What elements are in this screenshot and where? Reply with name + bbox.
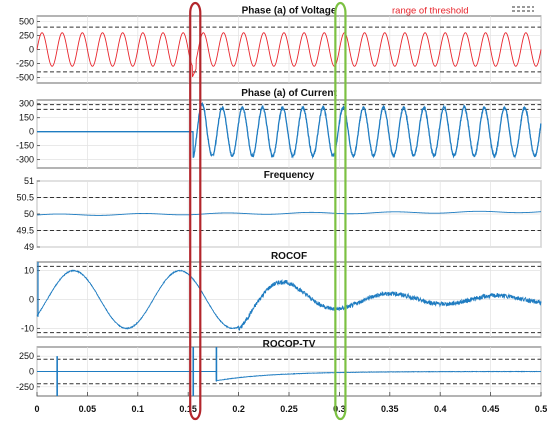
x-tick-label: 0.15	[179, 404, 197, 414]
highlight-markers	[189, 1, 347, 421]
panel-title: Frequency	[264, 170, 315, 181]
panel-title: ROCOF	[271, 251, 307, 262]
marker-red	[189, 1, 202, 421]
series-line	[37, 101, 542, 160]
y-tick-label: 0	[29, 45, 34, 55]
y-tick-label: 250	[19, 31, 34, 41]
series-line	[36, 32, 542, 78]
y-tick-label: -250	[16, 58, 34, 68]
x-tick-label: 0.4	[434, 404, 447, 414]
y-tick-label: -10	[21, 323, 34, 333]
series-line	[36, 210, 542, 216]
x-tick-label: 0.3	[333, 404, 346, 414]
legend: range of threshold	[392, 6, 534, 17]
y-tick-label: 51	[24, 176, 34, 186]
panel-2: 51 50.5 50 49.5 49 Frequency	[16, 170, 542, 252]
panel-title: Phase (a) of Voltage	[242, 6, 337, 17]
y-tick-label: -300	[16, 155, 34, 165]
x-tick-label: 0.25	[280, 404, 298, 414]
y-tick-label: 49	[24, 242, 34, 252]
x-axis: 0 0.05 0.1 0.15 0.2 0.25 0.3 0.35 0.4 0.45 0.5	[34, 392, 547, 414]
y-tick-label: 300	[19, 99, 34, 109]
y-tick-label: 0	[29, 367, 34, 377]
y-tick-label: 50.5	[16, 193, 34, 203]
series-line	[36, 269, 542, 331]
series-line	[37, 370, 542, 383]
panel-title: Phase (a) of Current	[241, 88, 337, 99]
y-tick-label: 500	[19, 17, 34, 27]
panel-4: 250 0 -250 ROCOP-TV	[16, 339, 542, 397]
panel-1: 300 150 0 -150 -300 Phase (a) of Current	[16, 88, 542, 169]
x-tick-label: 0.1	[132, 404, 145, 414]
y-tick-label: 150	[19, 113, 34, 123]
y-tick-label: 0	[29, 295, 34, 305]
x-tick-label: 0.2	[232, 404, 245, 414]
y-tick-label: -150	[16, 141, 34, 151]
y-tick-label: 250	[19, 351, 34, 361]
x-tick-label: 0	[34, 404, 39, 414]
panel-0: 500 250 0 -250 -500 Phase (a) of Voltage	[16, 6, 542, 84]
x-tick-label: 0.5	[535, 404, 548, 414]
y-tick-label: -250	[16, 382, 34, 392]
panel-title: ROCOP-TV	[263, 339, 316, 350]
y-tick-label: 49.5	[16, 226, 34, 236]
x-tick-label: 0.35	[381, 404, 399, 414]
marker-green	[334, 1, 347, 421]
y-tick-label: 50	[24, 209, 34, 219]
x-tick-label: 0.45	[482, 404, 500, 414]
legend-label: range of threshold	[392, 6, 469, 17]
panel-3: 10 0 -10 ROCOF	[21, 251, 542, 338]
y-tick-label: 0	[29, 127, 34, 137]
y-tick-label: -500	[16, 72, 34, 82]
x-tick-label: 0.05	[79, 404, 97, 414]
y-tick-label: 10	[24, 266, 34, 276]
